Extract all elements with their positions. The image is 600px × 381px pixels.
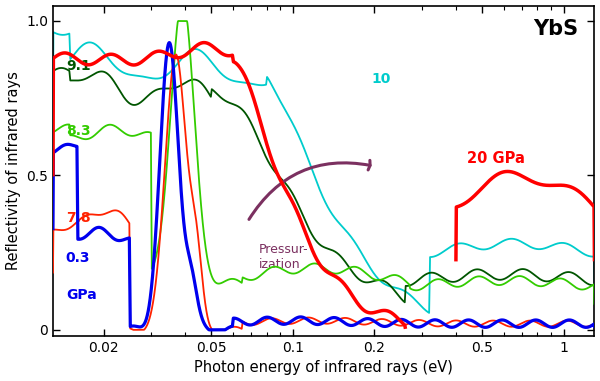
- Text: YbS: YbS: [533, 19, 578, 39]
- Y-axis label: Reflectivity of infrared rays: Reflectivity of infrared rays: [5, 71, 20, 270]
- Text: GPa: GPa: [66, 288, 97, 302]
- Text: 10: 10: [371, 72, 391, 86]
- Text: 9.1: 9.1: [66, 59, 91, 74]
- Text: 20 GPa: 20 GPa: [467, 151, 525, 166]
- Text: 8.3: 8.3: [66, 124, 91, 138]
- Text: 0.3: 0.3: [66, 251, 91, 265]
- Text: Pressur-
ization: Pressur- ization: [259, 243, 308, 271]
- Text: 7.8: 7.8: [66, 211, 91, 225]
- X-axis label: Photon energy of infrared rays (eV): Photon energy of infrared rays (eV): [194, 360, 453, 375]
